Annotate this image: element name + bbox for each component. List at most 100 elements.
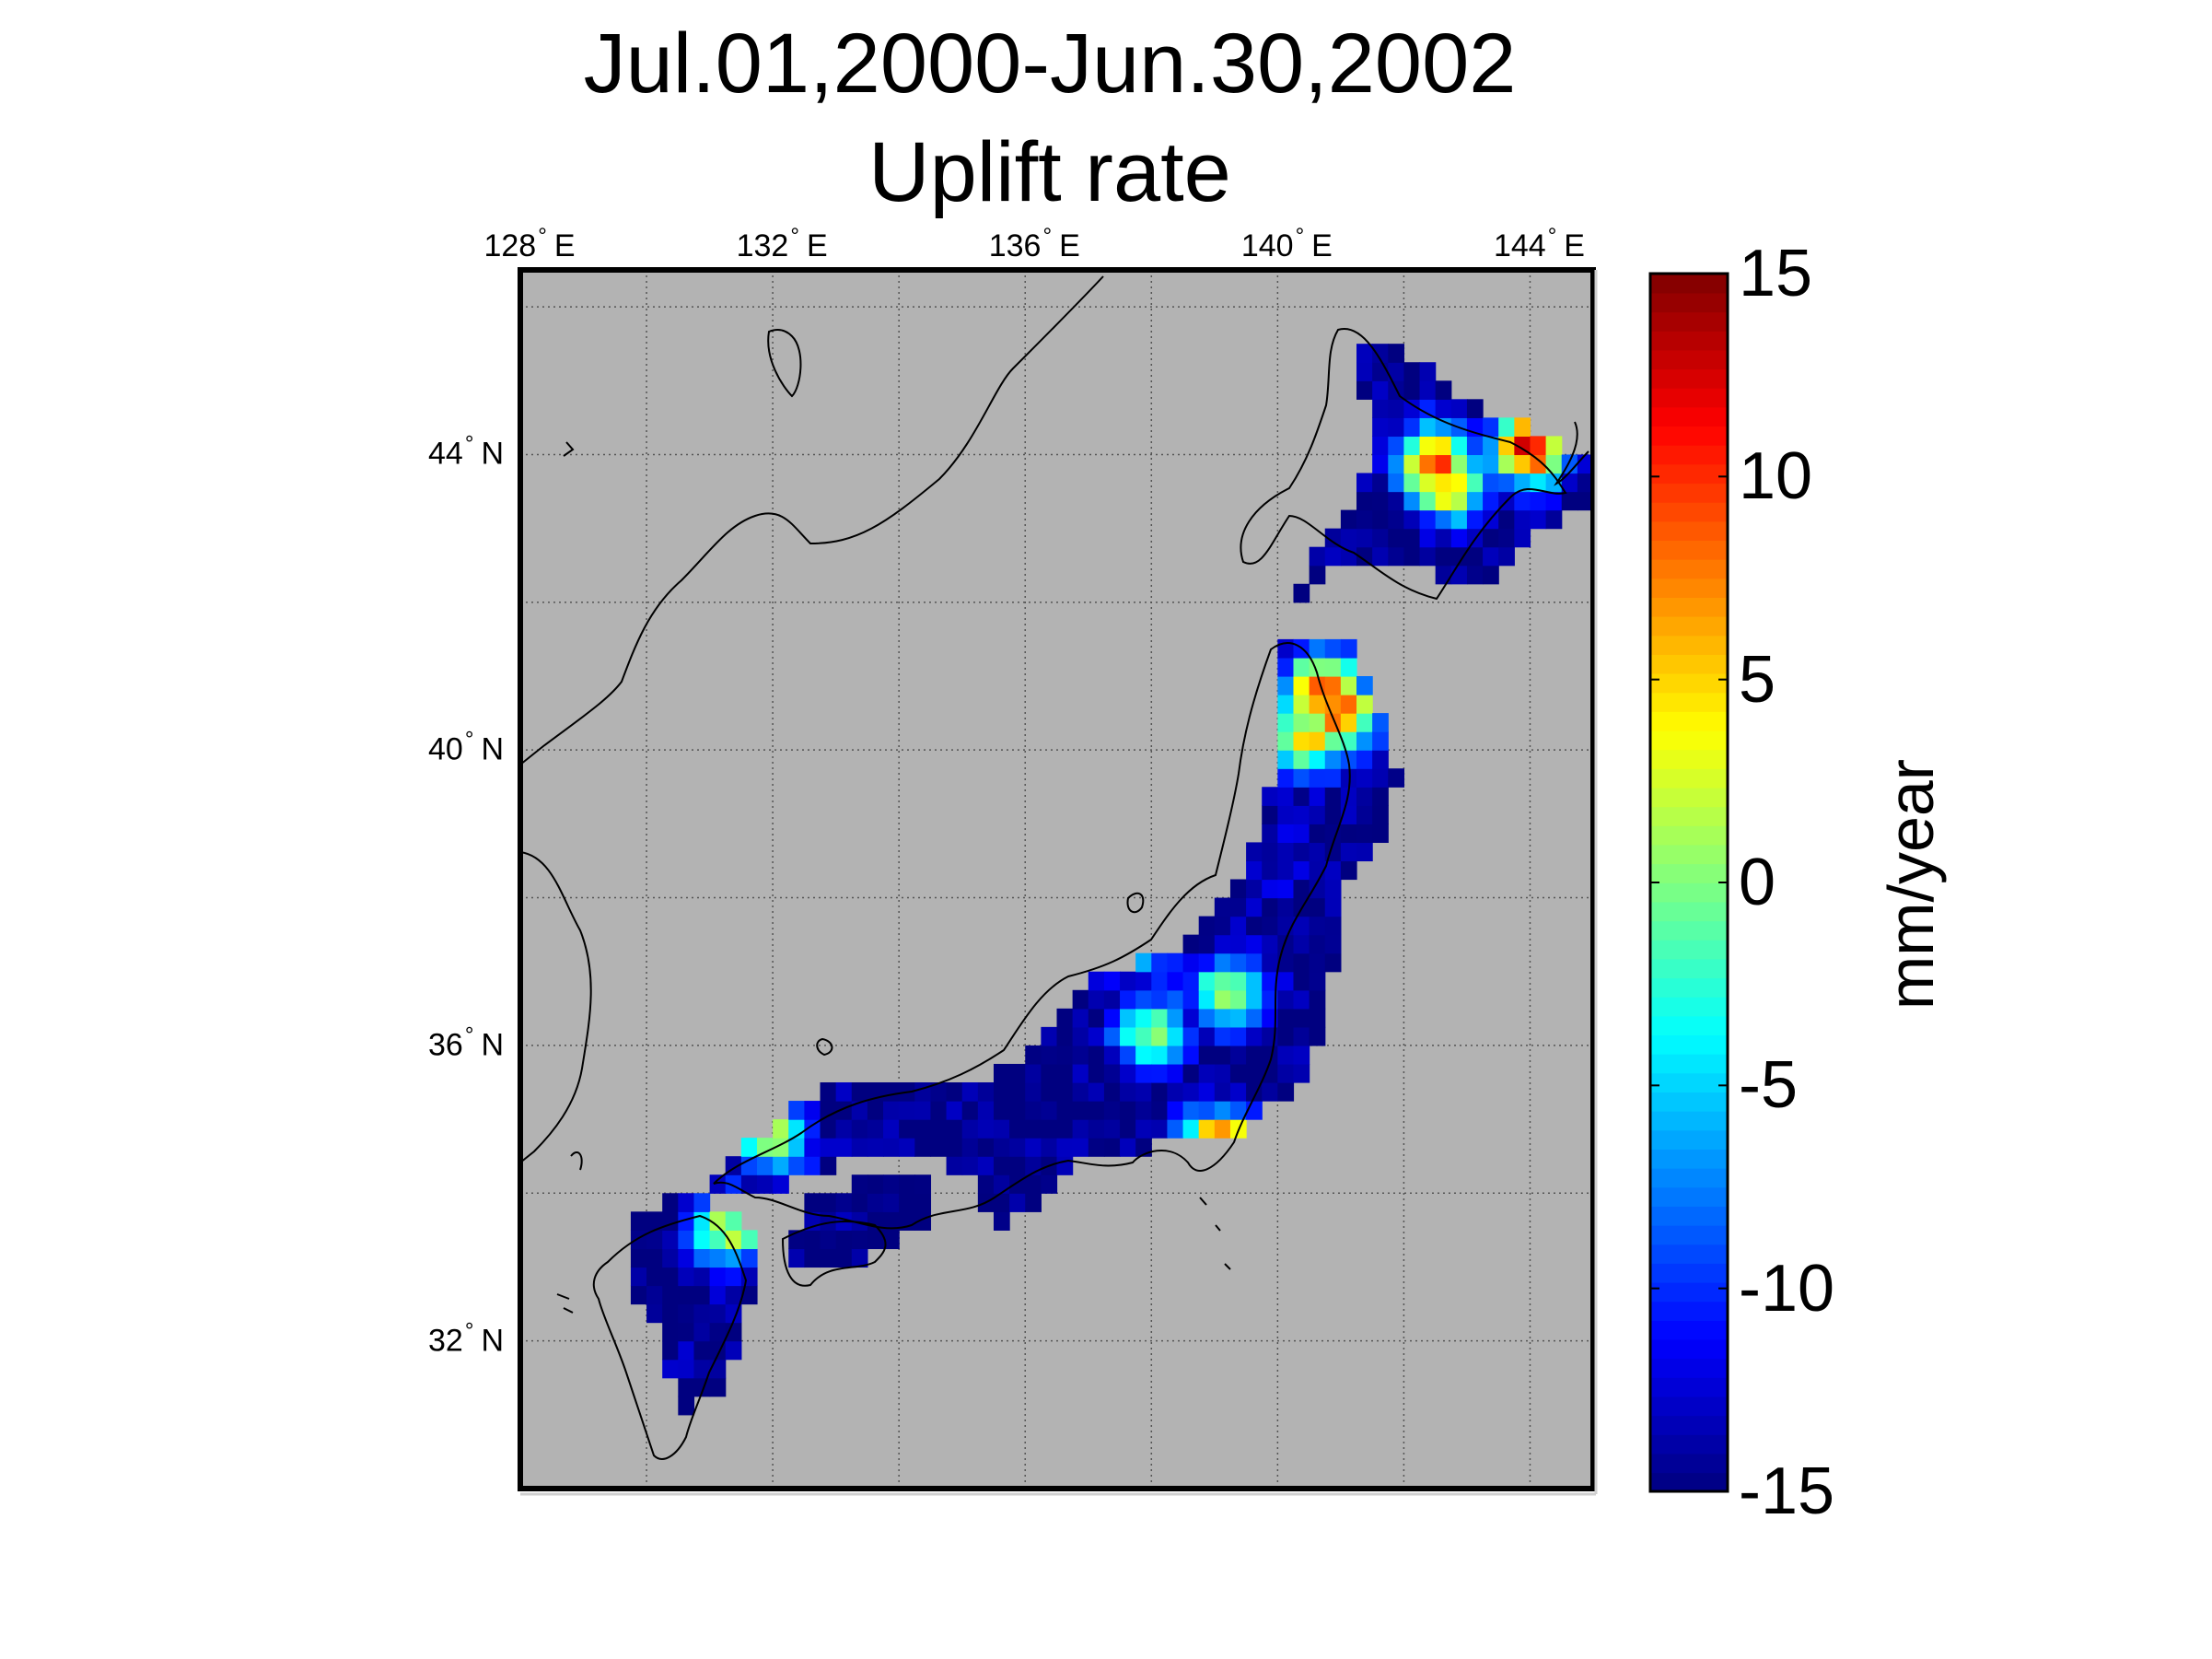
data-cell xyxy=(1135,971,1152,991)
data-cell xyxy=(1388,473,1405,493)
colorbar-tick-label: -5 xyxy=(1739,1048,1799,1123)
data-cell xyxy=(1182,952,1200,973)
data-cell xyxy=(1293,842,1310,862)
data-cell xyxy=(1293,1026,1310,1046)
data-cell xyxy=(1198,934,1216,954)
data-cell xyxy=(804,1156,821,1175)
data-cell xyxy=(1277,1082,1295,1102)
data-cell xyxy=(678,1211,695,1231)
data-cell xyxy=(1056,1156,1074,1175)
data-cell xyxy=(1229,1101,1247,1120)
data-cell xyxy=(1262,1082,1278,1102)
data-cell xyxy=(1277,989,1295,1010)
degree-symbol: ° xyxy=(790,224,799,249)
colorbar-swatch xyxy=(1650,882,1728,903)
data-cell xyxy=(1435,491,1452,511)
data-cell xyxy=(773,1156,789,1175)
colorbar-swatch xyxy=(1650,292,1728,313)
data-cell xyxy=(1450,454,1468,474)
data-cell xyxy=(1293,934,1310,954)
data-cell xyxy=(1120,1063,1136,1083)
data-cell xyxy=(1277,731,1295,751)
data-cell xyxy=(1403,417,1421,438)
data-cell xyxy=(1025,1082,1042,1102)
data-cell xyxy=(1198,1101,1216,1120)
data-cell xyxy=(1419,380,1437,400)
data-cell xyxy=(1372,528,1389,548)
data-cell xyxy=(1198,1119,1216,1139)
data-cell xyxy=(1103,1008,1121,1028)
data-cell xyxy=(914,1193,932,1212)
data-cell xyxy=(709,1267,727,1287)
data-cell xyxy=(1088,989,1105,1010)
data-cell xyxy=(773,1174,789,1194)
latitude-value: 32 xyxy=(428,1323,463,1359)
data-cell xyxy=(1262,989,1278,1010)
data-cell xyxy=(1103,971,1121,991)
data-cell xyxy=(1466,454,1484,474)
data-cell xyxy=(1419,399,1437,418)
data-cell xyxy=(1545,454,1563,474)
data-cell xyxy=(1372,805,1389,824)
colorbar-tick-label: 5 xyxy=(1739,642,1776,717)
data-cell xyxy=(1450,546,1468,567)
data-cell xyxy=(1088,1063,1105,1083)
longitude-value: 144 xyxy=(1493,228,1546,263)
data-cell xyxy=(820,1156,837,1175)
data-cell xyxy=(1356,805,1373,824)
data-cell xyxy=(1577,473,1593,493)
data-cell xyxy=(1309,879,1326,899)
data-cell xyxy=(1514,473,1531,493)
colorbar-swatch xyxy=(1650,844,1728,865)
data-cell xyxy=(867,1138,884,1157)
data-cell xyxy=(1372,731,1389,751)
data-cell xyxy=(1041,1119,1058,1139)
data-cell xyxy=(1277,1063,1295,1083)
colorbar-swatch xyxy=(1650,1072,1728,1093)
data-cell xyxy=(1356,842,1373,862)
data-cell xyxy=(946,1082,963,1102)
data-cell xyxy=(1229,934,1247,954)
data-cell xyxy=(1309,805,1326,824)
data-cell xyxy=(1293,713,1310,732)
data-cell xyxy=(740,1138,758,1157)
data-cell xyxy=(899,1101,915,1120)
data-cell xyxy=(1120,1008,1136,1028)
data-cell xyxy=(1088,1026,1105,1046)
data-cell xyxy=(1041,1101,1058,1120)
data-cell xyxy=(804,1193,821,1212)
data-cell xyxy=(1167,1008,1184,1028)
colorbar-swatch xyxy=(1650,825,1728,846)
data-cell xyxy=(1072,1101,1089,1120)
data-cell xyxy=(1388,362,1405,381)
data-cell xyxy=(1120,1045,1136,1065)
data-cell xyxy=(993,1211,1010,1231)
data-cell xyxy=(1009,1082,1026,1102)
colorbar-swatch xyxy=(1650,730,1728,751)
data-cell xyxy=(1466,436,1484,456)
data-cell xyxy=(851,1138,868,1157)
data-cell xyxy=(1277,713,1295,732)
data-cell xyxy=(646,1230,663,1250)
data-cell xyxy=(804,1248,821,1268)
data-cell xyxy=(1262,787,1278,806)
data-cell xyxy=(1293,879,1310,899)
data-cell xyxy=(1324,528,1342,548)
data-cell xyxy=(835,1101,853,1120)
data-cell xyxy=(1324,824,1342,844)
data-cell xyxy=(1262,971,1278,991)
data-cell xyxy=(1135,952,1152,973)
data-cell xyxy=(1151,1063,1169,1083)
colorbar-swatch xyxy=(1650,444,1728,465)
data-cell xyxy=(1041,1063,1058,1083)
data-cell xyxy=(835,1082,853,1102)
data-cell xyxy=(725,1248,742,1268)
colorbar-swatch xyxy=(1650,349,1728,370)
data-cell xyxy=(1214,971,1231,991)
data-cell xyxy=(1324,750,1342,769)
data-cell xyxy=(725,1285,742,1305)
data-cell xyxy=(851,1101,868,1120)
data-cell xyxy=(693,1267,711,1287)
data-cell xyxy=(1356,344,1373,363)
data-cell xyxy=(1120,1138,1136,1157)
